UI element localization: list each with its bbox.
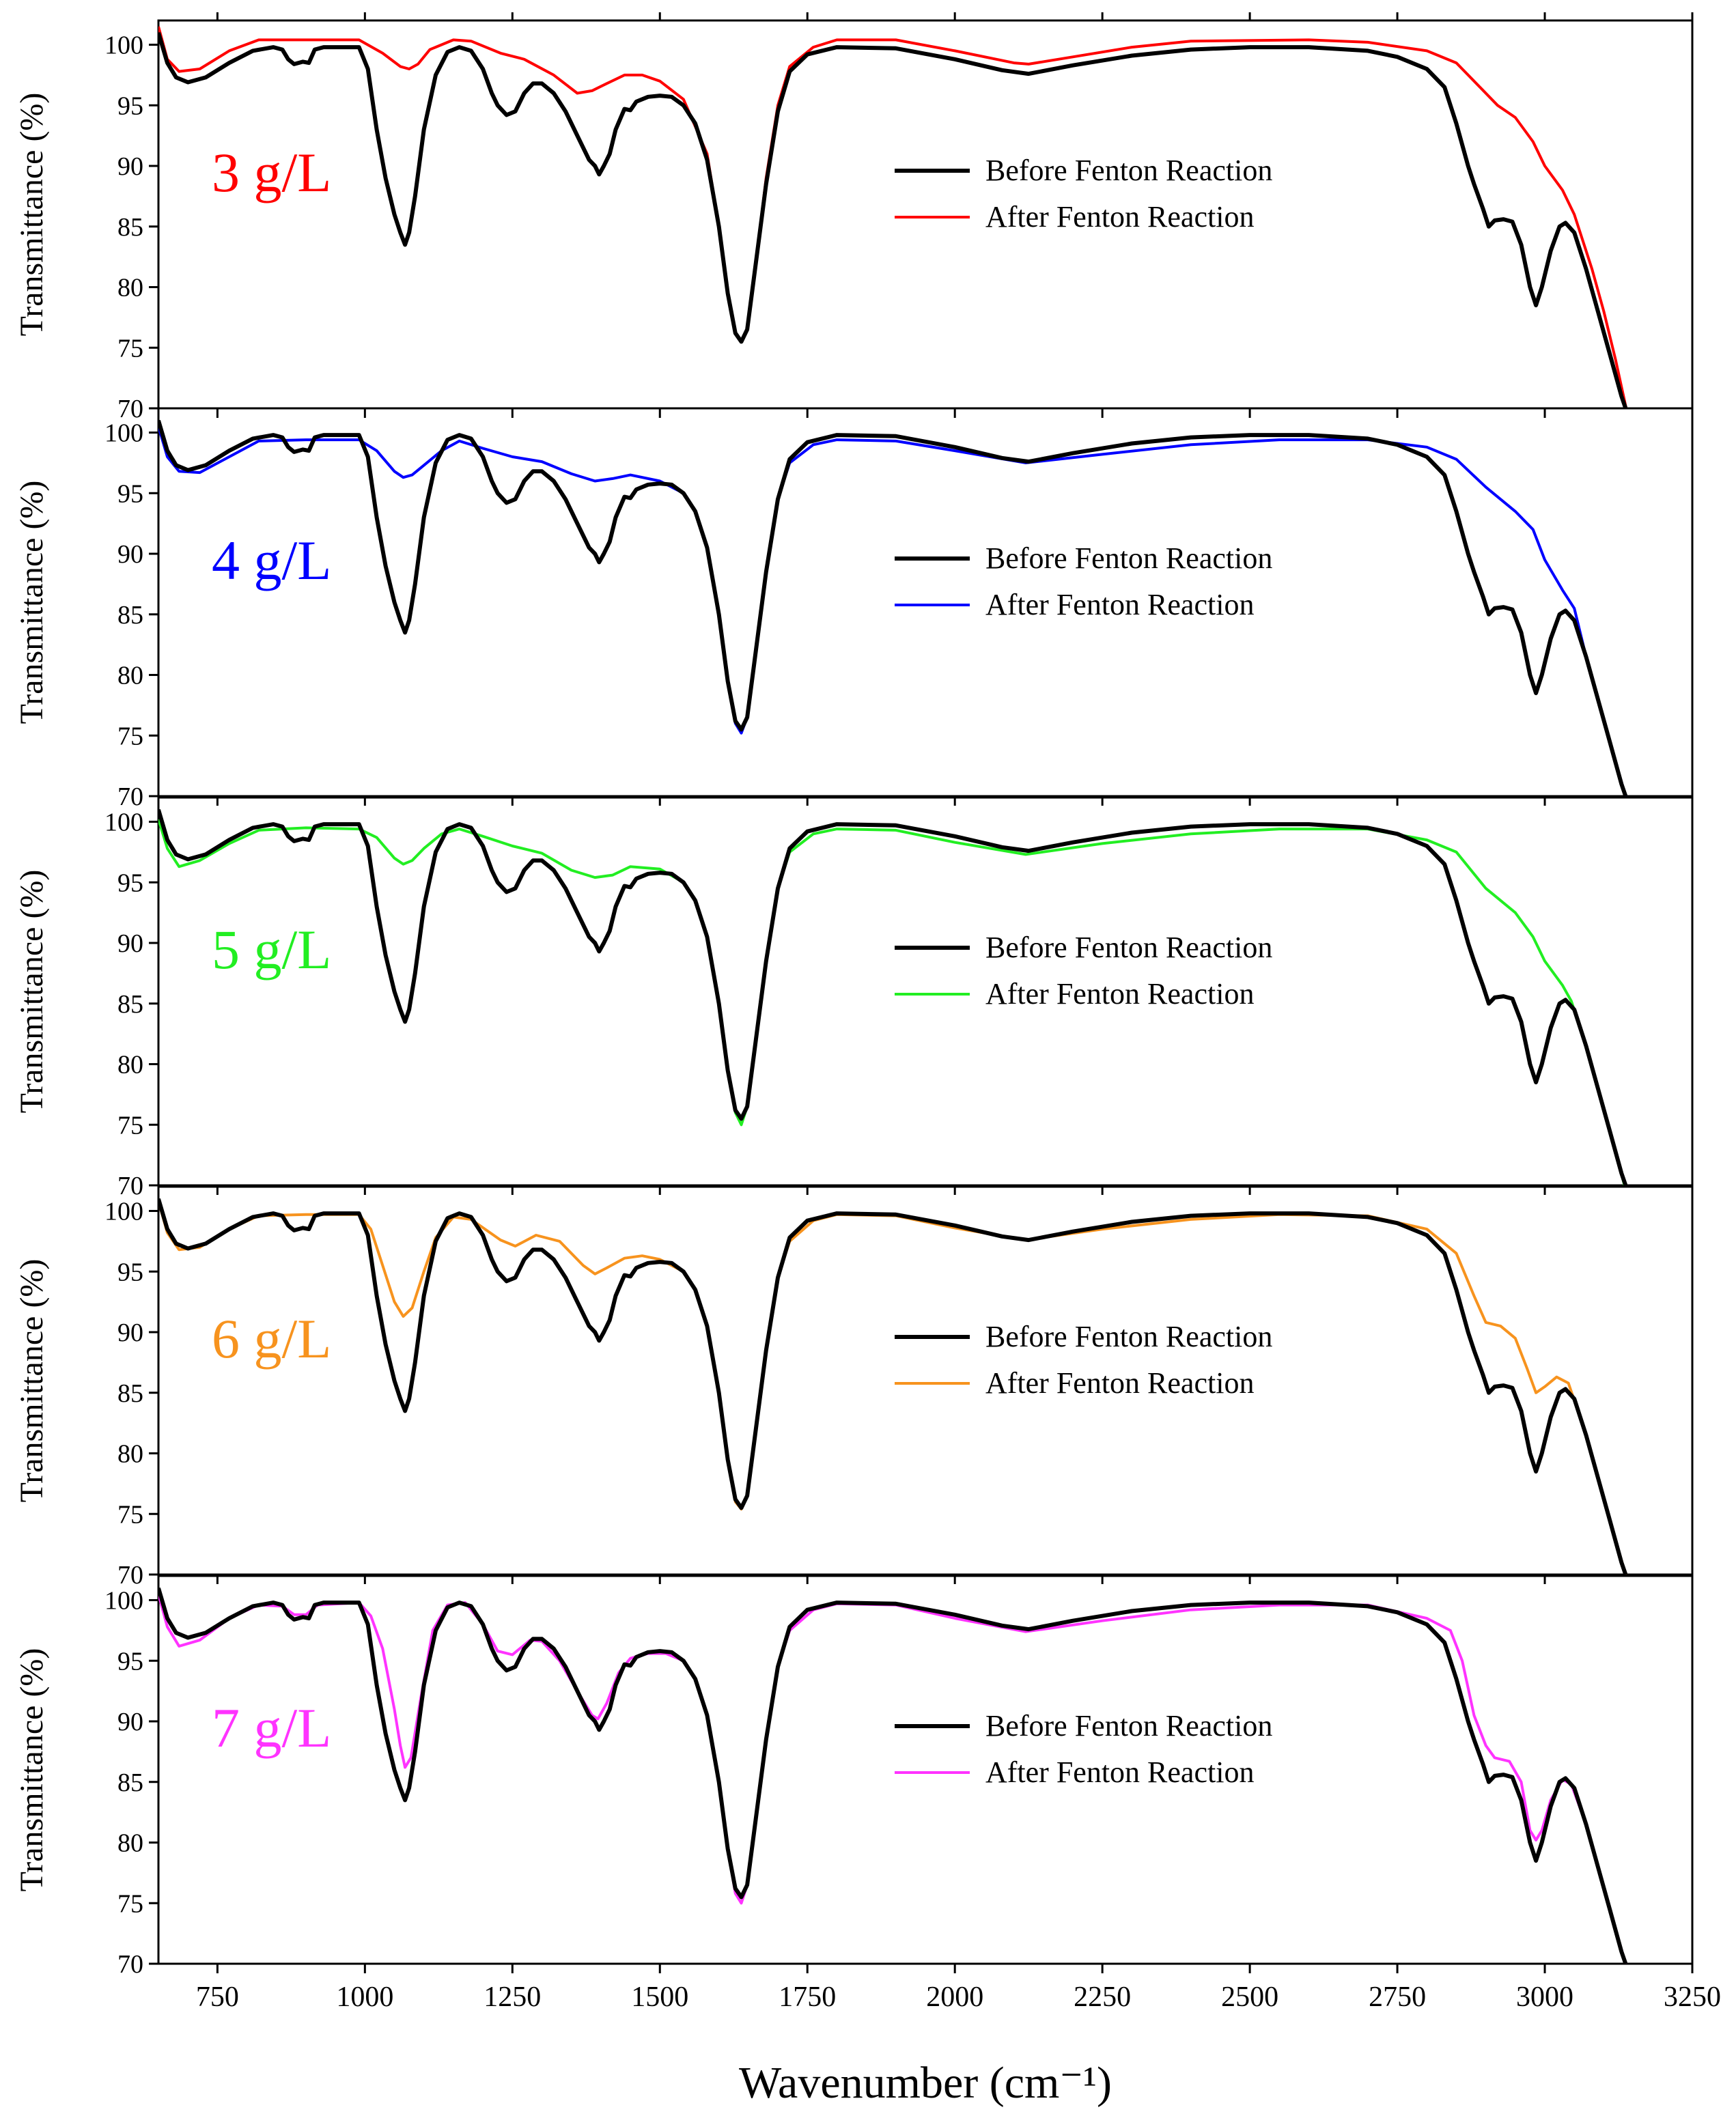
y-tick-label: 80: [117, 662, 143, 690]
y-tick-label: 75: [117, 334, 143, 363]
legend-label-after: After Fenton Reaction: [985, 588, 1254, 621]
x-tick-label: 2750: [1369, 1981, 1426, 2013]
panel-3: 70 75 80 85 90 95 100 Transmittance (%) 5 g/L Bef…: [14, 796, 1694, 1200]
panels-group: 70 75 80 85 90 95 100 Transmittance (%) 3 g/L Bef…: [14, 12, 1694, 1979]
y-axis-label: Transmittance (%): [14, 1259, 50, 1503]
x-axis-label: Wavenumber (cm⁻¹): [739, 2058, 1112, 2108]
legend-label-before: Before Fenton Reaction: [985, 154, 1272, 187]
y-tick-label: 75: [117, 722, 143, 750]
y-tick-label: 100: [104, 1198, 143, 1226]
concentration-label: 5 g/L: [212, 918, 331, 981]
y-tick-label: 95: [117, 479, 143, 508]
y-tick-label: 80: [117, 1051, 143, 1080]
y-axis-label: Transmittance (%): [14, 1648, 50, 1892]
y-tick-label: 70: [117, 1561, 143, 1590]
x-tick-label: 1250: [484, 1981, 541, 2013]
concentration-label: 7 g/L: [212, 1697, 331, 1759]
x-tick-label: 2250: [1074, 1981, 1131, 2013]
panel-5: 70 75 80 85 90 95 100 Transmittance (%) 7 g/L Bef…: [14, 1575, 1694, 1979]
before-fenton-series-line: [158, 1587, 1628, 1964]
x-tick-label: 750: [196, 1981, 239, 2013]
before-fenton-series-line: [158, 1198, 1628, 1575]
x-tick-label: 1500: [631, 1981, 688, 2013]
legend-label-before: Before Fenton Reaction: [985, 541, 1272, 575]
y-tick-label: 95: [117, 1258, 143, 1286]
y-axis-label: Transmittance (%): [14, 481, 50, 724]
panel-frame: [157, 1185, 1694, 1576]
y-tick-label: 70: [117, 1950, 143, 1979]
legend-label-after: After Fenton Reaction: [985, 1755, 1254, 1789]
legend-label-after: After Fenton Reaction: [985, 977, 1254, 1011]
y-tick-label: 85: [117, 1768, 143, 1797]
y-tick-label: 85: [117, 1379, 143, 1408]
y-tick-label: 80: [117, 1829, 143, 1858]
y-tick-label: 75: [117, 1111, 143, 1140]
y-tick-label: 85: [117, 601, 143, 630]
y-tick-label: 90: [117, 152, 143, 181]
concentration-label: 4 g/L: [212, 529, 331, 591]
y-tick-label: 95: [117, 869, 143, 897]
y-tick-label: 100: [104, 1587, 143, 1616]
panel-4: 70 75 80 85 90 95 100 Transmittance (%) 6 g/L Bef…: [14, 1185, 1694, 1590]
x-tick-label: 3000: [1516, 1981, 1573, 2013]
panel-frame: [157, 407, 1694, 798]
y-tick-label: 90: [117, 540, 143, 569]
x-tick-label: 2000: [926, 1981, 983, 2013]
y-tick-label: 70: [117, 782, 143, 811]
y-tick-label: 85: [117, 213, 143, 242]
x-tick-label: 1000: [336, 1981, 393, 2013]
y-tick-label: 95: [117, 1647, 143, 1676]
y-tick-label: 100: [104, 808, 143, 837]
y-tick-label: 100: [104, 31, 143, 60]
x-tick-label: 2500: [1221, 1981, 1278, 2013]
legend-label-after: After Fenton Reaction: [985, 1366, 1254, 1400]
panel-frame: [157, 796, 1694, 1187]
legend-label-before: Before Fenton Reaction: [985, 1320, 1272, 1353]
concentration-label: 6 g/L: [212, 1308, 331, 1370]
y-axis-label: Transmittance (%): [14, 93, 50, 337]
x-axis: 750 1000 1250 1500 1750 2000 2250 2500 2750 3000 3…: [196, 1981, 1721, 2013]
y-tick-label: 70: [117, 1172, 143, 1200]
x-tick-label: 1750: [779, 1981, 836, 2013]
panel-2: 70 75 80 85 90 95 100 Transmittance (%) 4 g/L Bef…: [14, 407, 1694, 811]
before-fenton-series-line: [158, 419, 1628, 796]
concentration-label: 3 g/L: [212, 141, 331, 203]
legend-label-before: Before Fenton Reaction: [985, 931, 1272, 964]
legend-label-after: After Fenton Reaction: [985, 200, 1254, 234]
y-tick-label: 90: [117, 929, 143, 958]
y-tick-label: 90: [117, 1708, 143, 1736]
panel-1: 70 75 80 85 90 95 100 Transmittance (%) 3 g/L Bef…: [14, 12, 1694, 423]
before-fenton-series-line: [158, 31, 1628, 408]
panel-frame: [157, 1575, 1694, 1965]
y-tick-label: 95: [117, 91, 143, 120]
legend-label-before: Before Fenton Reaction: [985, 1709, 1272, 1743]
y-tick-label: 85: [117, 990, 143, 1019]
y-tick-label: 80: [117, 1440, 143, 1469]
before-fenton-series-line: [158, 808, 1628, 1185]
x-tick-label: 3250: [1664, 1981, 1721, 2013]
y-tick-label: 100: [104, 419, 143, 448]
y-axis-label: Transmittance (%): [14, 870, 50, 1114]
y-tick-label: 90: [117, 1318, 143, 1347]
y-tick-label: 70: [117, 395, 143, 423]
y-tick-label: 75: [117, 1500, 143, 1529]
y-tick-label: 75: [117, 1889, 143, 1918]
y-tick-label: 80: [117, 274, 143, 302]
